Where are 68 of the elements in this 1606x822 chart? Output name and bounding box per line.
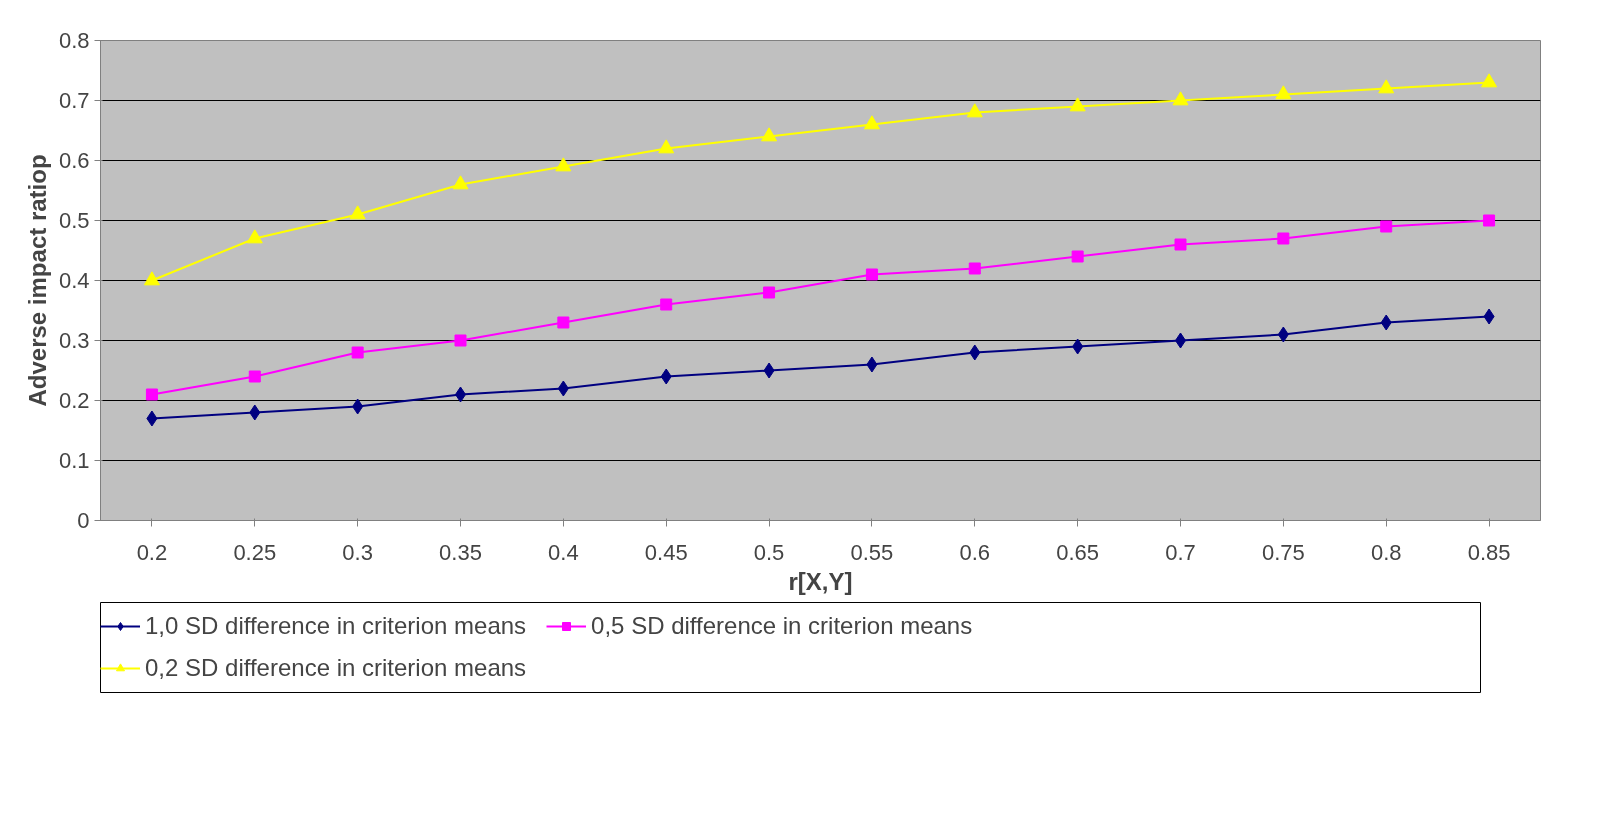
x-tick-label: 0.75: [1261, 539, 1305, 565]
point: [866, 356, 878, 373]
y-axis-title: Adverse impact ratiop: [23, 154, 51, 407]
x-tick-label: 0.85: [1467, 539, 1511, 565]
y-tick-label: 0.2: [58, 388, 90, 413]
point: [454, 334, 467, 347]
y-tick-label: 0.1: [58, 448, 90, 473]
point: [1072, 338, 1084, 355]
x-tick-label: 0.6: [959, 539, 991, 565]
point: [145, 388, 158, 401]
point: [863, 115, 880, 130]
point: [1378, 79, 1395, 94]
point: [658, 139, 675, 154]
x-tick-label: 0.7: [1165, 539, 1196, 565]
point: [1275, 85, 1292, 100]
legend-label: 1,0 SD difference in criterion means: [145, 612, 527, 640]
x-tick-label: 0.8: [1370, 539, 1402, 565]
point: [146, 410, 158, 427]
x-tick-label: 0.25: [233, 539, 277, 565]
x-tick-label: 0.2: [136, 539, 168, 565]
y-tick-label: 0.3: [58, 328, 90, 353]
x-tick-label: 0.45: [644, 539, 688, 565]
point: [660, 298, 673, 311]
point: [557, 380, 569, 397]
x-tick-label: 0.5: [753, 539, 785, 565]
y-tick-label: 0.4: [58, 268, 90, 293]
point: [349, 205, 366, 220]
point: [968, 262, 981, 275]
y-tick-label: 0.6: [58, 148, 90, 173]
point: [1174, 238, 1187, 251]
point: [763, 362, 775, 379]
point: [660, 368, 672, 385]
point: [246, 229, 263, 244]
y-tick-label: 0.7: [58, 88, 90, 113]
point: [966, 103, 983, 118]
y-tick-label: 0.5: [58, 208, 90, 233]
point: [249, 404, 261, 421]
x-tick-label: 0.55: [850, 539, 894, 565]
point: [969, 344, 981, 361]
point: [143, 271, 160, 286]
y-tick-label: 0.8: [58, 28, 90, 53]
legend-label: 0,2 SD difference in criterion means: [145, 654, 527, 682]
point: [351, 346, 364, 359]
point: [555, 157, 572, 172]
point: [1483, 214, 1496, 227]
point: [1380, 220, 1393, 233]
y-tick-label: 0: [77, 508, 90, 533]
x-tick-label: 0.3: [342, 539, 373, 565]
point: [352, 398, 364, 415]
point: [1277, 232, 1290, 245]
point: [865, 268, 878, 281]
point: [763, 286, 776, 299]
point: [248, 370, 261, 383]
point: [1380, 314, 1392, 331]
x-axis-title: r[X,Y]: [788, 567, 853, 595]
legend-label: 0,5 SD difference in criterion means: [591, 612, 973, 640]
x-tick-label: 0.35: [439, 539, 482, 565]
x-tick-label: 0.4: [548, 539, 579, 565]
point: [557, 316, 570, 329]
point: [1071, 250, 1084, 263]
point: [1481, 73, 1498, 88]
point: [1172, 91, 1189, 106]
point: [761, 127, 778, 142]
point: [1069, 97, 1086, 112]
point: [1483, 308, 1495, 325]
point: [1277, 326, 1289, 343]
x-tick-label: 0.65: [1056, 539, 1100, 565]
point: [452, 175, 469, 190]
